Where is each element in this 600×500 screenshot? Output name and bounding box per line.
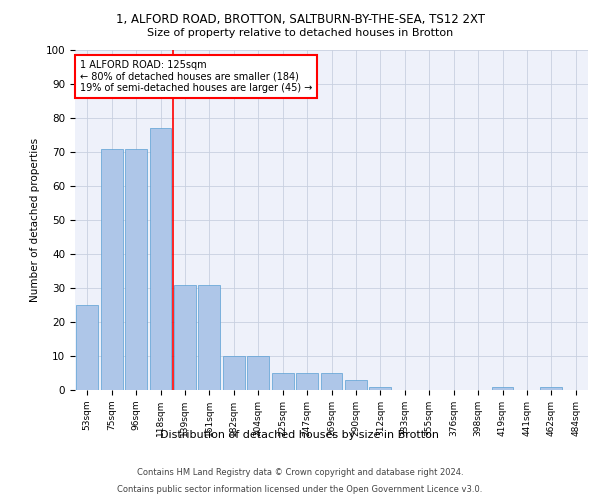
Bar: [541, 386, 562, 390]
Bar: [491, 386, 514, 390]
Bar: [149, 128, 172, 390]
Text: Contains HM Land Registry data © Crown copyright and database right 2024.: Contains HM Land Registry data © Crown c…: [137, 468, 463, 477]
Text: Contains public sector information licensed under the Open Government Licence v3: Contains public sector information licen…: [118, 484, 482, 494]
Text: 1 ALFORD ROAD: 125sqm
← 80% of detached houses are smaller (184)
19% of semi-det: 1 ALFORD ROAD: 125sqm ← 80% of detached …: [80, 60, 313, 94]
Bar: [125, 148, 147, 390]
Text: Distribution of detached houses by size in Brotton: Distribution of detached houses by size …: [161, 430, 439, 440]
Bar: [370, 386, 391, 390]
Bar: [345, 380, 367, 390]
Y-axis label: Number of detached properties: Number of detached properties: [30, 138, 40, 302]
Bar: [272, 373, 293, 390]
Bar: [76, 305, 98, 390]
Bar: [320, 373, 343, 390]
Bar: [101, 148, 122, 390]
Bar: [247, 356, 269, 390]
Text: 1, ALFORD ROAD, BROTTON, SALTBURN-BY-THE-SEA, TS12 2XT: 1, ALFORD ROAD, BROTTON, SALTBURN-BY-THE…: [115, 12, 485, 26]
Bar: [296, 373, 318, 390]
Text: Size of property relative to detached houses in Brotton: Size of property relative to detached ho…: [147, 28, 453, 38]
Bar: [174, 284, 196, 390]
Bar: [223, 356, 245, 390]
Bar: [199, 284, 220, 390]
